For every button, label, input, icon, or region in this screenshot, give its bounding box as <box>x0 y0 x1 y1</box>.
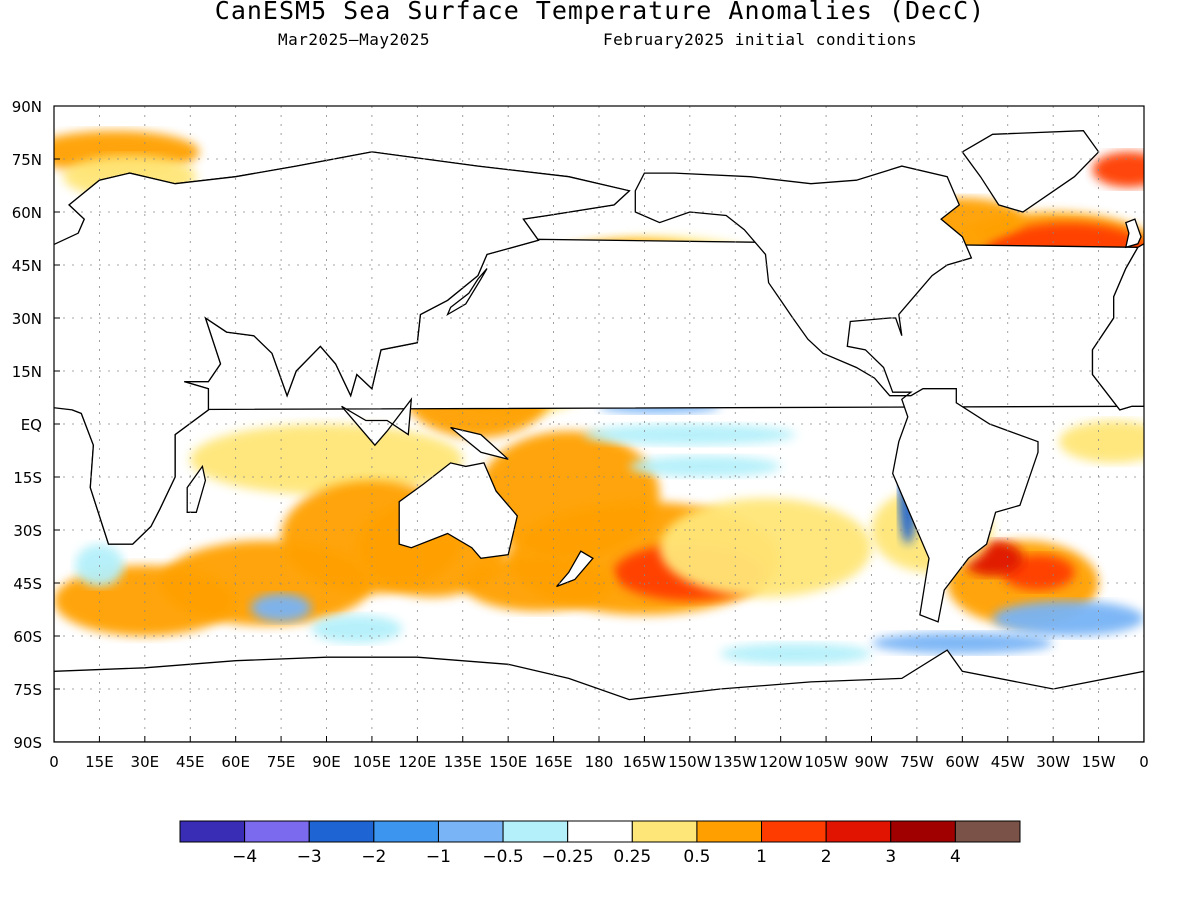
lon-tick-label: 60E <box>221 753 250 771</box>
colorbar-swatch <box>179 820 246 843</box>
lat-tick-label: EQ <box>21 416 42 434</box>
lon-tick-label: 75E <box>267 753 296 771</box>
land-west-africa <box>1091 243 1144 411</box>
colorbar-label: −3 <box>297 847 322 867</box>
colorbar-label: −2 <box>361 847 386 867</box>
lon-tick-label: 60W <box>945 753 979 771</box>
colorbar-label: 0.25 <box>613 847 651 867</box>
colorbar-swatch <box>437 820 504 843</box>
lon-tick-label: 135E <box>444 753 482 771</box>
lat-tick-label: 60N <box>12 204 42 222</box>
colorbar-label: −4 <box>232 847 257 867</box>
colorbar-label: 0.5 <box>683 847 710 867</box>
lat-tick-label: 15S <box>13 469 42 487</box>
colorbar-label: 4 <box>950 847 961 867</box>
initial-conditions: February2025 initial conditions <box>603 30 918 49</box>
colorbar-swatch <box>567 820 633 843</box>
lat-tick-label: 75S <box>13 681 42 699</box>
lon-tick-label: 30W <box>1036 753 1070 771</box>
colorbar-label: 2 <box>821 847 832 867</box>
land-north-america <box>634 165 1039 623</box>
colorbar-label: 1 <box>756 847 767 867</box>
lon-tick-label: 90E <box>312 753 341 771</box>
lon-tick-label: 0 <box>1139 753 1149 771</box>
colorbar-swatch <box>696 820 763 843</box>
land-greenland <box>961 130 1100 213</box>
colorbar-label: 3 <box>885 847 896 867</box>
lon-tick-label: 15W <box>1082 753 1116 771</box>
lon-tick-label: 135W <box>714 753 758 771</box>
latitude-labels: 90N 75N 60N 45N 30N 15N EQ 15S 30S 45S 60S 75S 90S <box>12 98 60 752</box>
lon-tick-label: 150W <box>668 753 712 771</box>
colorbar-swatch <box>502 820 569 843</box>
lon-tick-label: 75W <box>900 753 934 771</box>
lon-tick-label: 90W <box>855 753 889 771</box>
graticule <box>54 106 1144 742</box>
colorbar-label: −0.25 <box>542 847 594 867</box>
land-japan <box>446 268 488 317</box>
colorbar-swatch <box>954 820 1021 843</box>
lon-tick-label: 45E <box>176 753 205 771</box>
lon-tick-label: 45W <box>991 753 1025 771</box>
lon-tick-label: 165W <box>623 753 667 771</box>
colorbar-swatch <box>308 820 375 843</box>
colorbar-swatch <box>631 820 698 843</box>
colorbar-swatch <box>761 820 827 843</box>
lon-tick-label: 105E <box>353 753 391 771</box>
lat-tick-label: 45N <box>12 257 42 275</box>
lon-tick-label: 165E <box>535 753 573 771</box>
colorbar-label: −1 <box>426 847 451 867</box>
colorbar-labels: −4 −3 −2 −1 −0.5 −0.25 0.25 0.5 1 2 3 4 <box>232 847 961 867</box>
colorbar-swatch <box>244 820 310 843</box>
map-title: CanESM5 Sea Surface Temperature Anomalie… <box>214 0 986 25</box>
lon-tick-label: 15E <box>85 753 114 771</box>
lon-tick-label: 0 <box>49 753 59 771</box>
lat-tick-label: 90N <box>12 98 42 116</box>
lat-tick-label: 75N <box>12 151 42 169</box>
lat-tick-label: 15N <box>12 363 42 381</box>
lat-tick-label: 60S <box>13 628 42 646</box>
lat-tick-label: 30S <box>13 522 42 540</box>
forecast-period: Mar2025—May2025 <box>278 30 430 49</box>
lon-tick-label: 150E <box>489 753 527 771</box>
lat-tick-label: 90S <box>13 734 42 752</box>
lon-tick-label: 120E <box>398 753 436 771</box>
land-eurasia-africa <box>54 151 631 545</box>
lon-tick-label: 30E <box>131 753 160 771</box>
land-uk <box>1124 218 1142 249</box>
colorbar <box>179 820 1021 843</box>
land-borneo-sumatra <box>341 397 413 447</box>
longitude-labels: 0 15E 30E 45E 60E 75E 90E 105E 120E 135E 150E 165E 1… <box>49 736 1149 771</box>
land-new-guinea <box>450 426 509 460</box>
land-madagascar <box>186 464 207 513</box>
lat-tick-label: 30N <box>12 310 42 328</box>
land-new-zealand <box>556 550 594 588</box>
colorbar-label: −0.5 <box>482 847 523 867</box>
lon-tick-label: 180 <box>585 753 614 771</box>
lon-tick-label: 105W <box>804 753 848 771</box>
colorbar-swatch <box>890 820 956 843</box>
colorbar-swatch <box>825 820 892 843</box>
land-australia <box>398 462 519 559</box>
colorbar-swatch <box>373 820 439 843</box>
lon-tick-label: 120W <box>759 753 803 771</box>
lat-tick-label: 45S <box>13 575 42 593</box>
